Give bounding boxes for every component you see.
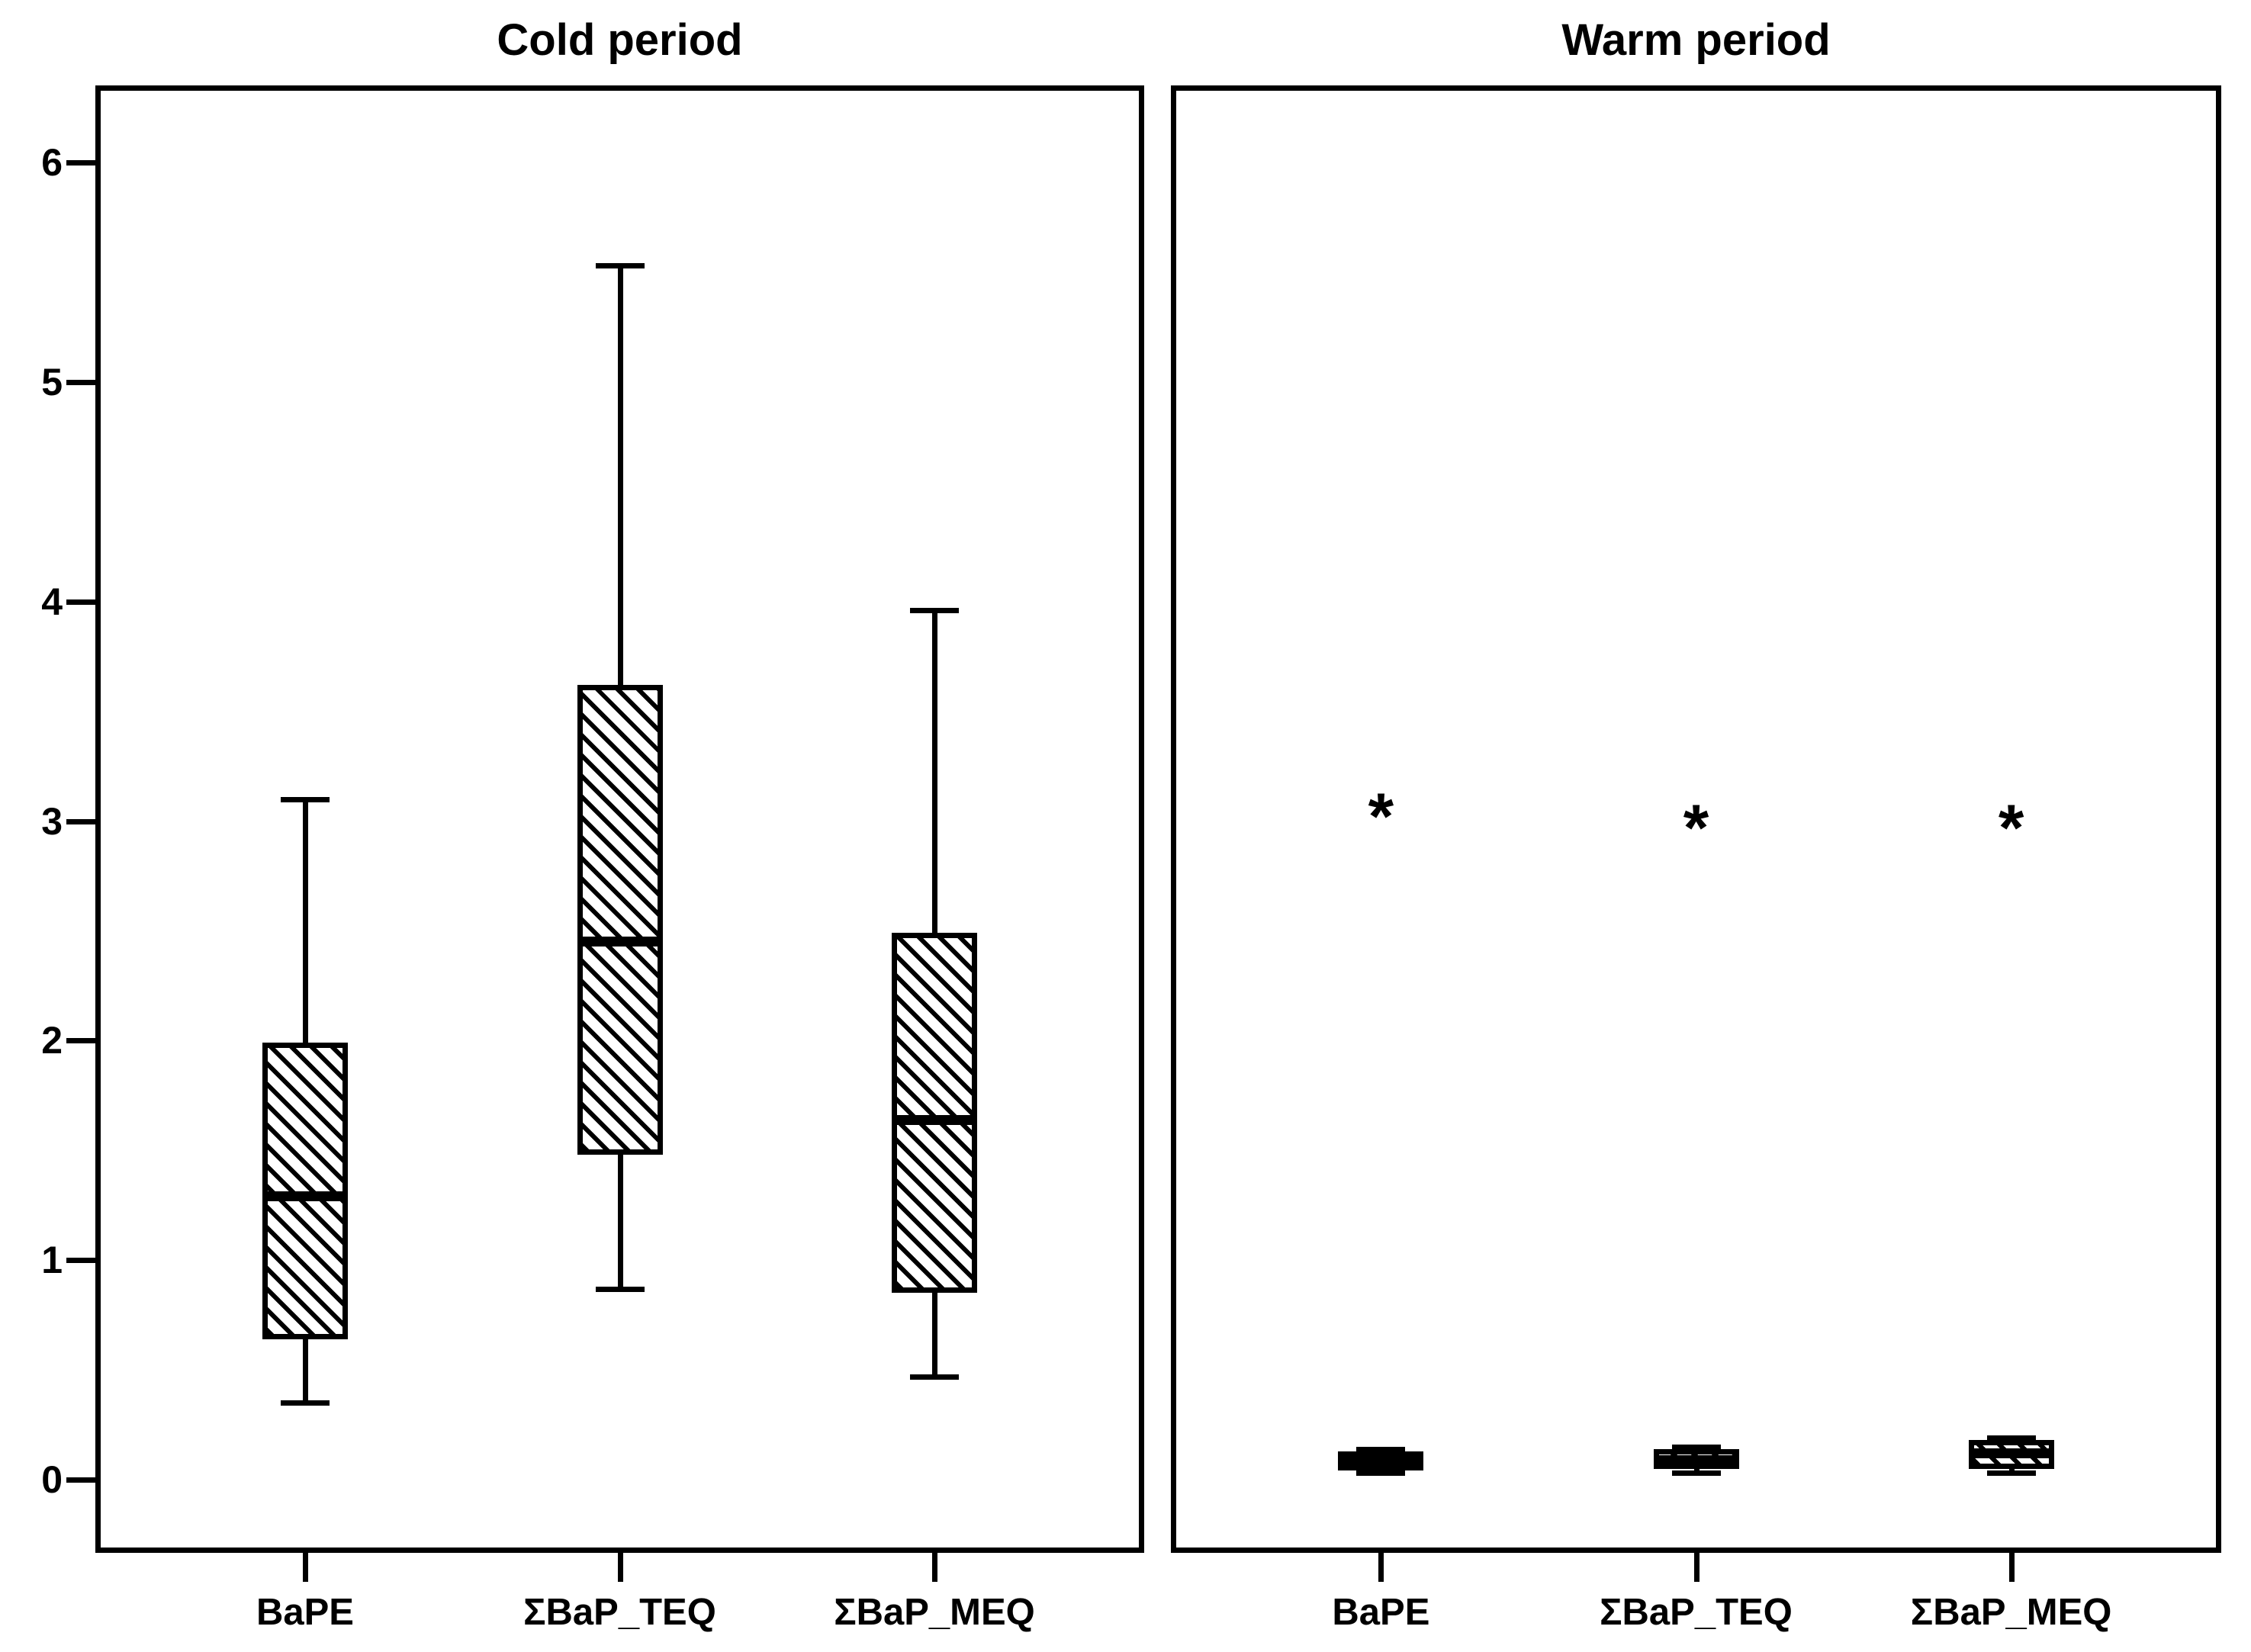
lower-whisker-cap [281, 1400, 330, 1406]
median-line [1968, 1448, 2054, 1458]
lower-whisker-cap [595, 1286, 645, 1292]
x-category-label: ΣBaP_MEQ [834, 1592, 1035, 1633]
box-iqr-ΣBaP_TEQ [577, 685, 663, 1155]
x-axis-tick-mark [1693, 1553, 1700, 1582]
upper-whisker-line [303, 799, 308, 1043]
lower-whisker-line [303, 1339, 308, 1403]
outlier-star: * [1683, 791, 1709, 865]
y-axis-tick-label: 3 [41, 799, 63, 843]
x-category-label: ΣBaP_TEQ [523, 1592, 716, 1633]
warm-panel-plot-area [1171, 85, 2221, 1553]
y-axis-tick-mark [66, 1258, 95, 1264]
y-axis-tick-mark [66, 380, 95, 385]
lower-whisker-cap [910, 1374, 959, 1380]
y-axis-tick-label: 6 [41, 141, 63, 185]
x-category-label: BaPE [256, 1592, 354, 1633]
x-axis-tick-mark [617, 1553, 623, 1582]
cold-panel-title: Cold period [497, 15, 743, 65]
upper-whisker-cap [281, 796, 330, 802]
median-line [1653, 1454, 1739, 1465]
y-axis-tick-mark [66, 1038, 95, 1044]
upper-whisker-line [932, 610, 937, 934]
median-line [577, 937, 663, 947]
upper-whisker-cap [1671, 1444, 1721, 1450]
median-line [1338, 1457, 1424, 1467]
outlier-star: * [1998, 791, 2024, 865]
upper-whisker-line [617, 265, 623, 686]
y-axis-tick-label: 1 [41, 1239, 63, 1282]
median-line [262, 1191, 348, 1202]
x-axis-tick-mark [303, 1553, 308, 1582]
lower-whisker-line [617, 1155, 623, 1289]
y-axis-tick-label: 2 [41, 1019, 63, 1062]
y-axis-tick-mark [66, 160, 95, 166]
warm-panel-title: Warm period [1561, 15, 1831, 65]
x-category-label: BaPE [1332, 1592, 1430, 1633]
lower-whisker-line [932, 1293, 937, 1377]
y-axis-tick-mark [66, 1477, 95, 1483]
x-axis-tick-mark [2008, 1553, 2015, 1582]
upper-whisker-cap [1986, 1435, 2036, 1441]
lower-whisker-cap [1986, 1470, 2036, 1477]
upper-whisker-cap [595, 263, 645, 269]
y-axis-tick-label: 4 [41, 580, 63, 623]
y-axis-tick-label: 0 [41, 1458, 63, 1501]
y-axis-tick-mark [66, 818, 95, 824]
y-axis-tick-label: 5 [41, 361, 63, 403]
outlier-star: * [1368, 780, 1394, 854]
box-iqr-BaPE [262, 1043, 348, 1339]
median-line [892, 1114, 977, 1125]
lower-whisker-cap [1671, 1470, 1721, 1477]
x-axis-tick-mark [1378, 1553, 1384, 1582]
upper-whisker-cap [910, 608, 959, 614]
lower-whisker-cap [1356, 1470, 1406, 1477]
x-category-label: ΣBaP_MEQ [1910, 1592, 2112, 1633]
x-category-label: ΣBaP_TEQ [1600, 1592, 1793, 1633]
upper-whisker-cap [1356, 1446, 1406, 1452]
y-axis-tick-mark [66, 599, 95, 605]
box-iqr-ΣBaP_MEQ [892, 933, 977, 1294]
x-axis-tick-mark [932, 1553, 937, 1582]
